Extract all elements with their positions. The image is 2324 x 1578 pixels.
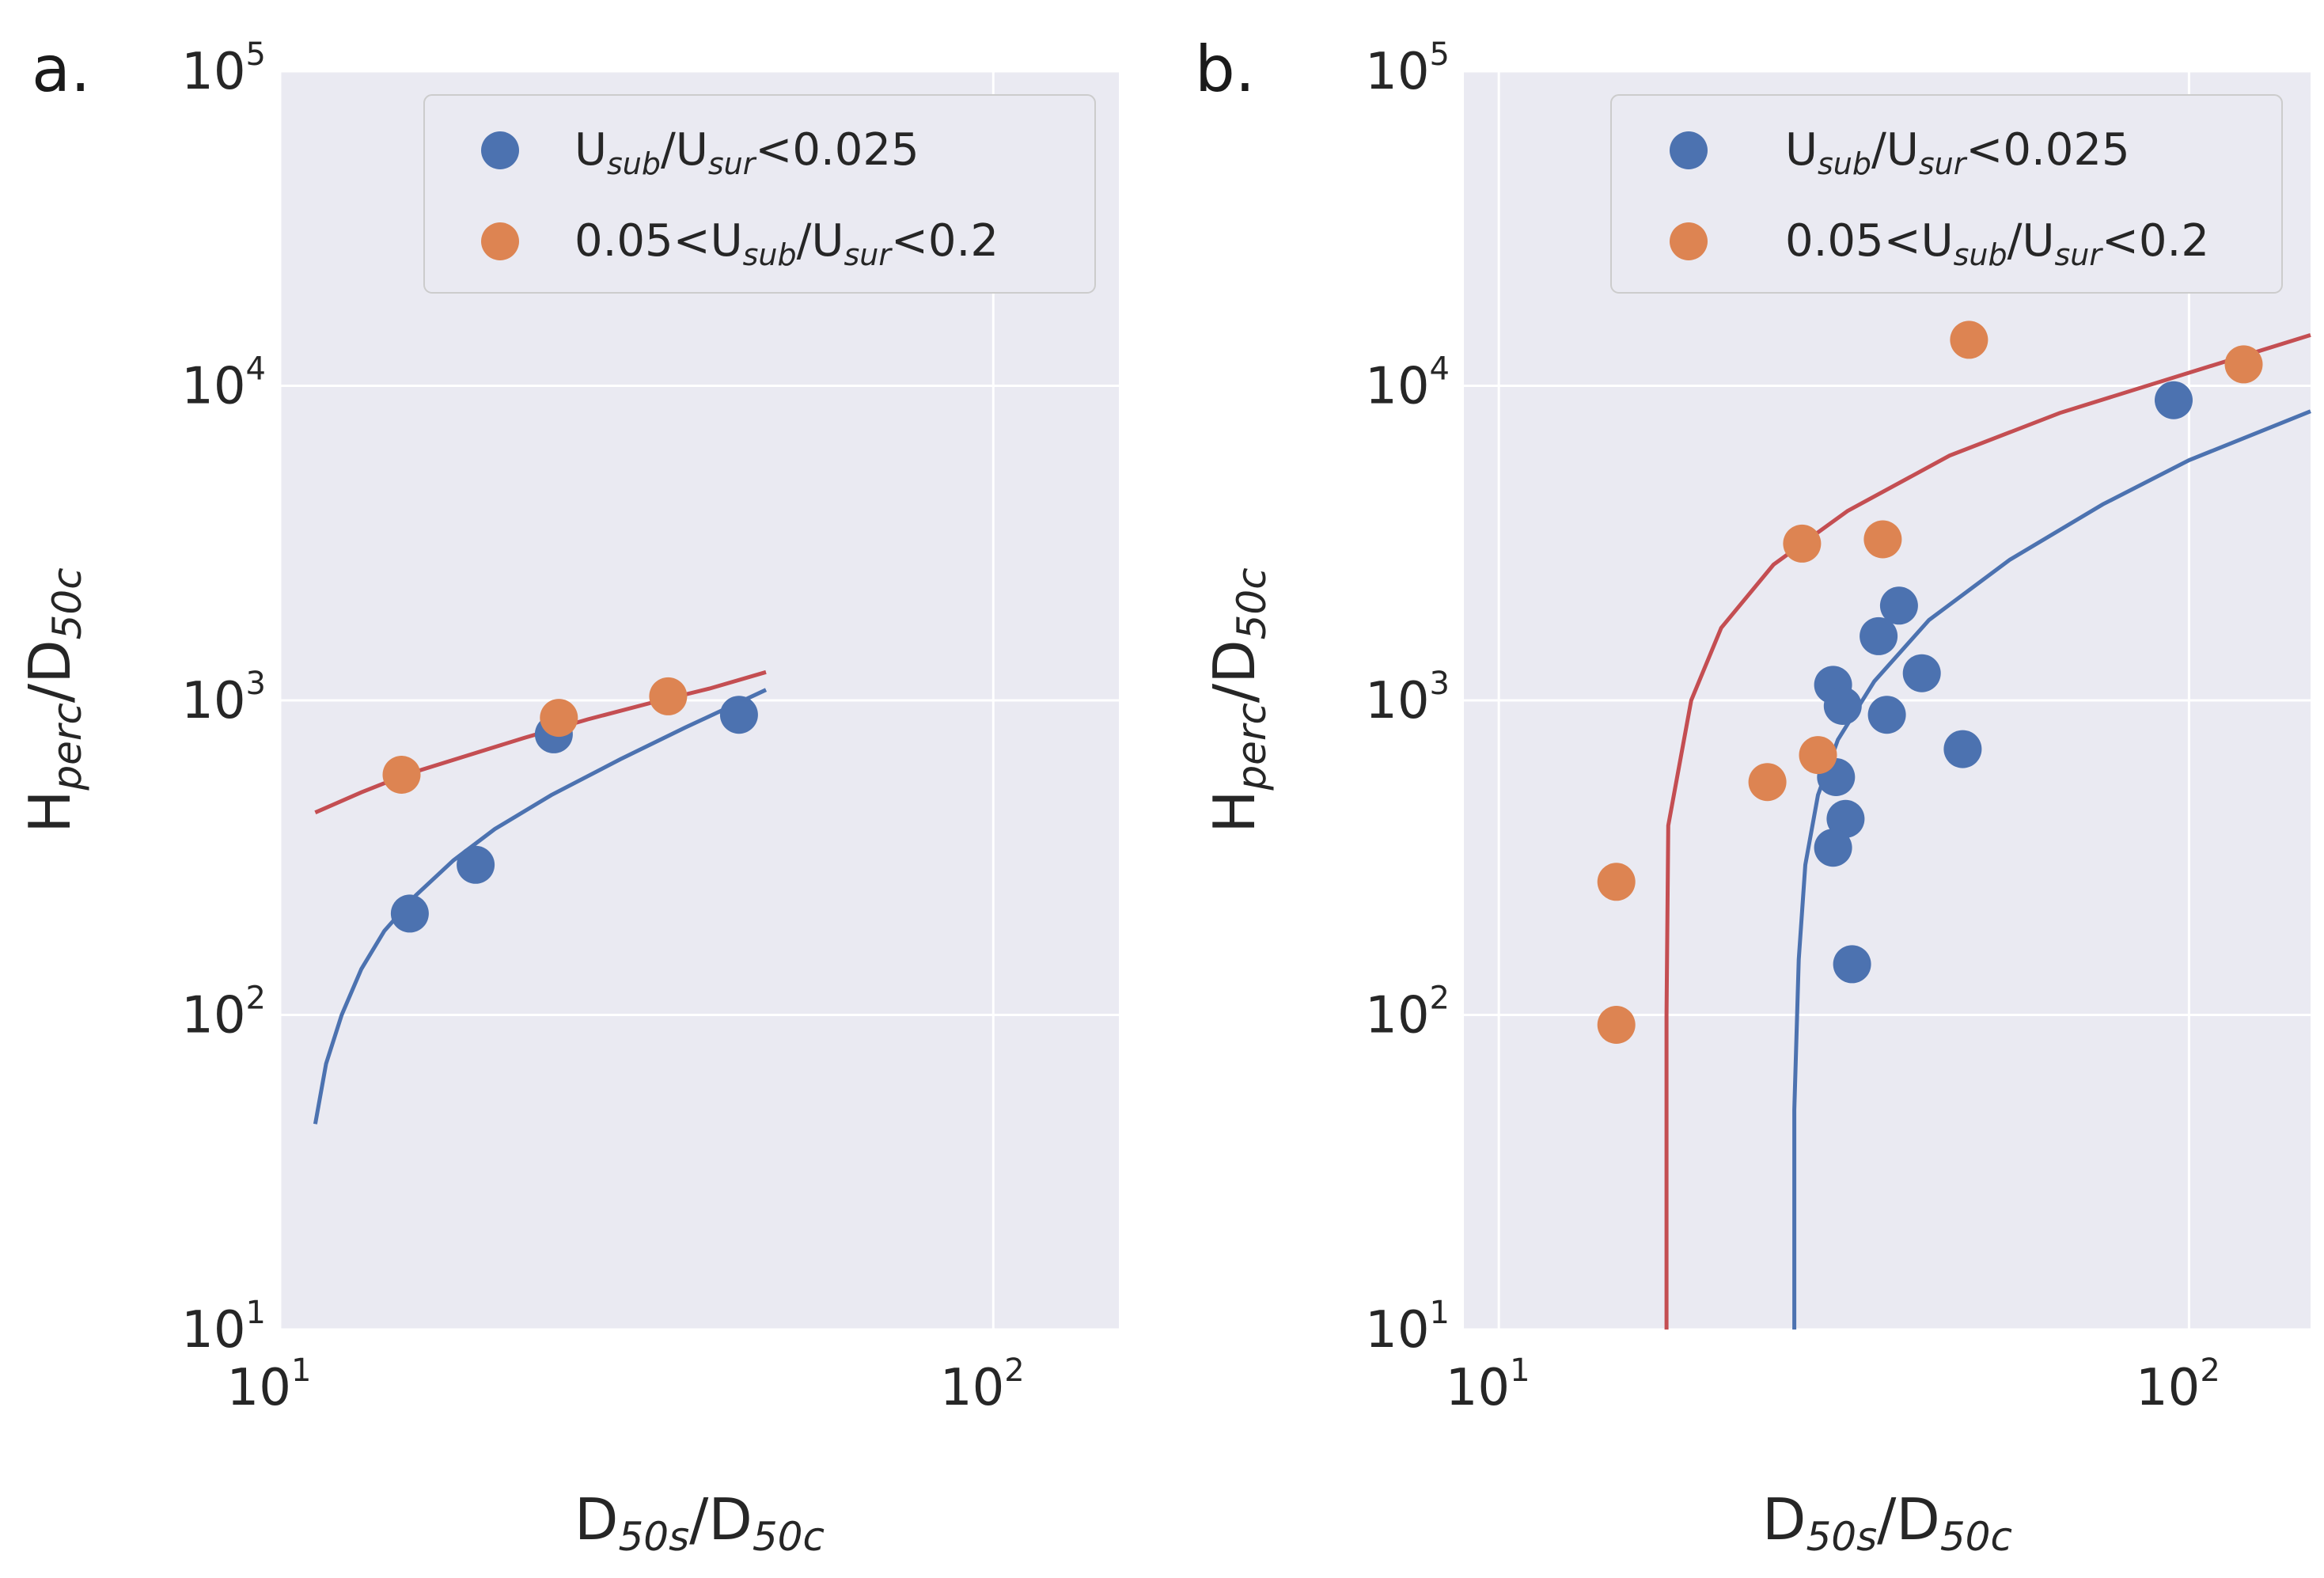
data-point-blue [1867,696,1906,734]
ticks-a: 101 102 103 104 105 101 102 [181,36,1025,1417]
data-point-blue [457,845,495,884]
data-point-orange [1597,863,1636,901]
panel-a: a. 101 102 103 104 105 101 102 Usub/Usur<0.025… [17,32,1119,1560]
data-point-orange [2224,345,2263,384]
x-tick-label: 102 [2136,1352,2220,1417]
data-point-orange [1863,520,1902,559]
legend-marker-blue-a [481,131,519,169]
points-a [382,677,758,933]
data-point-blue [1879,586,1918,625]
data-point-blue [1902,654,1941,692]
legend-label-blue-a: Usub/Usur<0.025 [574,124,919,181]
legend-marker-blue-b [1670,131,1708,169]
y-tick-label: 103 [1365,666,1450,730]
x-tick-label: 102 [940,1352,1025,1417]
points-b [1597,321,2263,1044]
data-point-orange [1783,524,1822,563]
legend-label-orange-b: 0.05<Usub/Usur<0.2 [1785,215,2209,272]
data-point-blue [1860,616,1898,655]
y-tick-label: 104 [1365,351,1450,416]
grid-a [279,70,1119,1331]
data-point-blue [1826,799,1865,838]
data-point-blue [1833,945,1871,984]
panel-label-b: b. [1195,32,1255,106]
legend-label-orange-a: 0.05<Usub/Usur<0.2 [574,215,999,272]
legend-a: Usub/Usur<0.025 0.05<Usub/Usur<0.2 [423,94,1096,294]
y-axis-label-b: Hperc/D50c [1201,567,1275,833]
data-point-blue [2155,381,2193,419]
y-tick-label: 105 [1365,36,1450,101]
legend-b: Usub/Usur<0.025 0.05<Usub/Usur<0.2 [1610,94,2283,294]
data-point-orange [1597,1006,1636,1044]
data-point-blue [1823,687,1862,725]
data-point-orange [649,677,688,715]
y-tick-label: 101 [1365,1295,1450,1360]
y-tick-label: 102 [1365,981,1450,1045]
fit-line-red [314,670,767,814]
panel-label-a: a. [32,32,90,106]
y-axis-label-a: Hperc/D50c [17,567,90,833]
data-point-orange [540,699,578,738]
fit-lines-a [313,670,768,1125]
legend-marker-orange-a [481,222,519,260]
legend-box-b [1610,94,2283,294]
y-tick-label: 104 [181,351,266,416]
x-tick-label: 101 [1446,1352,1530,1417]
panel-b: b. 101 102 103 104 105 101 102 Usub/Usur<0.025… [1195,32,2311,1560]
x-axis-label-a: D50s/D50c [574,1486,825,1560]
ticks-b: 101 102 103 104 105 101 102 [1365,36,2220,1417]
legend-box-a [423,94,1096,294]
fit-line-red [1664,333,2311,1330]
data-point-orange [1748,763,1787,802]
fit-line-blue [313,688,768,1125]
y-tick-label: 103 [181,666,266,730]
data-point-orange [1799,736,1837,775]
legend-marker-orange-b [1670,222,1708,260]
x-axis-label-b: D50s/D50c [1762,1486,2012,1560]
data-point-blue [1814,829,1852,867]
data-point-blue [390,894,429,933]
x-tick-label: 101 [227,1352,312,1417]
data-point-orange [382,756,421,794]
data-point-blue [1943,730,1982,768]
y-tick-label: 105 [181,36,266,101]
y-tick-label: 102 [181,981,266,1045]
y-tick-label: 101 [181,1295,266,1360]
legend-label-blue-b: Usub/Usur<0.025 [1785,124,2130,181]
data-point-blue [719,696,758,734]
data-point-orange [1950,321,1988,359]
